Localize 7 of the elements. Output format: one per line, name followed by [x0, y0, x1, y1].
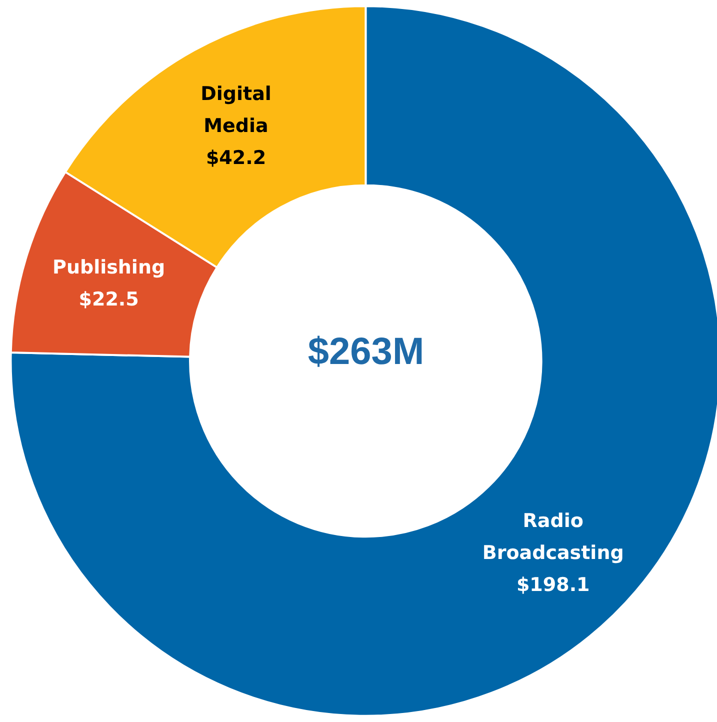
slice-label: Publishing [52, 256, 166, 279]
data-label: $42.2 [206, 147, 266, 170]
slice-label: Digital Media [200, 83, 272, 138]
data-label: $22.5 [78, 288, 139, 311]
text: $263M [308, 331, 424, 373]
slice-label: Radio Broadcasting [482, 510, 624, 564]
data-label: $198.1 [516, 574, 590, 596]
